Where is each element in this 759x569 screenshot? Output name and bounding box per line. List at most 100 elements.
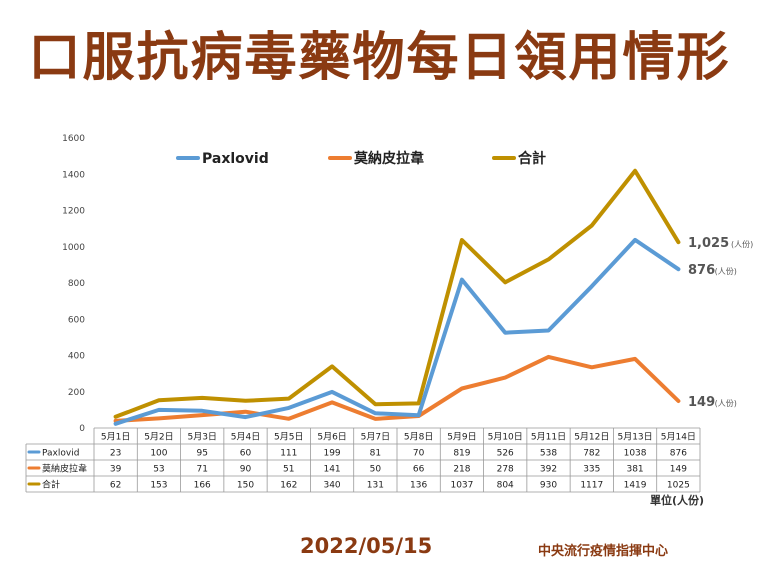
y-tick-label: 1400	[62, 170, 85, 180]
x-tick-label: 5月5日	[274, 432, 303, 443]
data-point	[373, 417, 377, 421]
data-point	[287, 406, 291, 410]
table-cell: 136	[410, 481, 427, 491]
legend-label: 合計	[518, 150, 546, 167]
table-cell: 1117	[580, 481, 603, 491]
table-series-name: 合計	[42, 479, 60, 491]
table-cell: 90	[240, 465, 252, 475]
data-point	[373, 411, 377, 415]
date-label: 2022/05/15	[300, 534, 433, 558]
data-point	[547, 355, 550, 359]
table-cell: 340	[323, 481, 340, 491]
data-point	[287, 417, 291, 421]
x-tick-label: 5月4日	[231, 432, 260, 443]
x-tick-label: 5月13日	[617, 432, 652, 443]
y-tick-label: 1600	[62, 134, 85, 144]
end-value-label: 876	[688, 263, 715, 278]
table-cell: 23	[110, 449, 121, 459]
end-value-unit: (人份)	[715, 398, 737, 408]
x-tick-label: 5月1日	[101, 432, 130, 443]
table-cell: 153	[150, 481, 167, 491]
data-point	[244, 410, 247, 414]
data-point	[417, 413, 421, 417]
table-cell: 166	[194, 481, 211, 491]
x-tick-label: 5月3日	[187, 432, 216, 443]
x-tick-label: 5月2日	[144, 432, 173, 443]
end-value-label: 149	[688, 395, 715, 410]
table-cell: 62	[110, 481, 121, 491]
table-cell: 150	[237, 481, 254, 491]
table-series-name: Paxlovid	[42, 449, 79, 459]
data-point	[287, 397, 291, 401]
data-point	[460, 238, 464, 242]
table-cell: 51	[283, 465, 294, 475]
data-point	[460, 278, 464, 282]
x-tick-label: 5月11日	[531, 432, 566, 443]
data-point	[676, 399, 680, 403]
data-point	[676, 240, 680, 244]
table-cell: 141	[323, 465, 340, 475]
table-series-name: 莫納皮拉韋	[42, 463, 87, 475]
series-line-2	[113, 168, 681, 419]
table-cell: 53	[153, 465, 164, 475]
table-cell: 526	[497, 449, 514, 459]
data-point	[503, 376, 507, 380]
data-point	[547, 328, 550, 332]
y-tick-label: 800	[68, 279, 85, 289]
data-point	[503, 331, 507, 335]
y-tick-label: 1000	[62, 243, 85, 253]
x-tick-label: 5月8日	[404, 432, 433, 443]
data-point	[157, 416, 161, 420]
data-point	[200, 413, 204, 417]
data-point	[373, 402, 377, 406]
unit-label: 單位(人份)	[650, 494, 705, 507]
data-point	[330, 400, 334, 404]
end-value-label: 1,025	[688, 236, 729, 251]
data-point	[460, 386, 464, 390]
table-cell: 218	[453, 465, 470, 475]
table-cell: 1025	[667, 481, 690, 491]
table-cell: 131	[367, 481, 384, 491]
table-cell: 66	[413, 465, 425, 475]
x-tick-label: 5月9日	[447, 432, 476, 443]
x-tick-label: 5月6日	[317, 432, 346, 443]
data-point	[244, 399, 247, 403]
y-tick-label: 0	[79, 424, 85, 434]
table-cell: 538	[540, 449, 557, 459]
table-cell: 71	[196, 465, 207, 475]
legend-label: 莫納皮拉韋	[353, 150, 424, 167]
x-tick-label: 5月10日	[488, 432, 523, 443]
table-cell: 876	[670, 449, 687, 459]
y-tick-label: 400	[68, 352, 85, 362]
data-point	[633, 357, 637, 361]
table-cell: 804	[497, 481, 514, 491]
table-cell: 199	[323, 449, 340, 459]
table-cell: 381	[626, 465, 643, 475]
table-cell: 149	[670, 465, 687, 475]
table-cell: 39	[110, 465, 122, 475]
data-point	[590, 224, 594, 228]
table-cell: 782	[583, 449, 600, 459]
data-point	[503, 280, 507, 284]
series-line-0	[113, 237, 681, 426]
data-point	[547, 257, 550, 261]
data-point	[200, 409, 204, 413]
data-point	[633, 169, 637, 173]
table-cell: 111	[280, 449, 297, 459]
table-cell: 70	[413, 449, 425, 459]
table-cell: 930	[540, 481, 557, 491]
x-tick-label: 5月14日	[661, 432, 696, 443]
data-point	[114, 422, 118, 426]
data-point	[633, 238, 637, 242]
end-value-unit: (人份)	[715, 266, 737, 276]
table-cell: 1037	[450, 481, 473, 491]
table-cell: 278	[497, 465, 514, 475]
data-point	[157, 408, 161, 412]
x-tick-label: 5月12日	[574, 432, 609, 443]
source-label: 中央流行疫情指揮中心	[538, 544, 669, 559]
x-tick-label: 5月7日	[361, 432, 390, 443]
data-point	[590, 284, 594, 288]
data-point	[590, 365, 594, 369]
data-point	[200, 396, 204, 400]
